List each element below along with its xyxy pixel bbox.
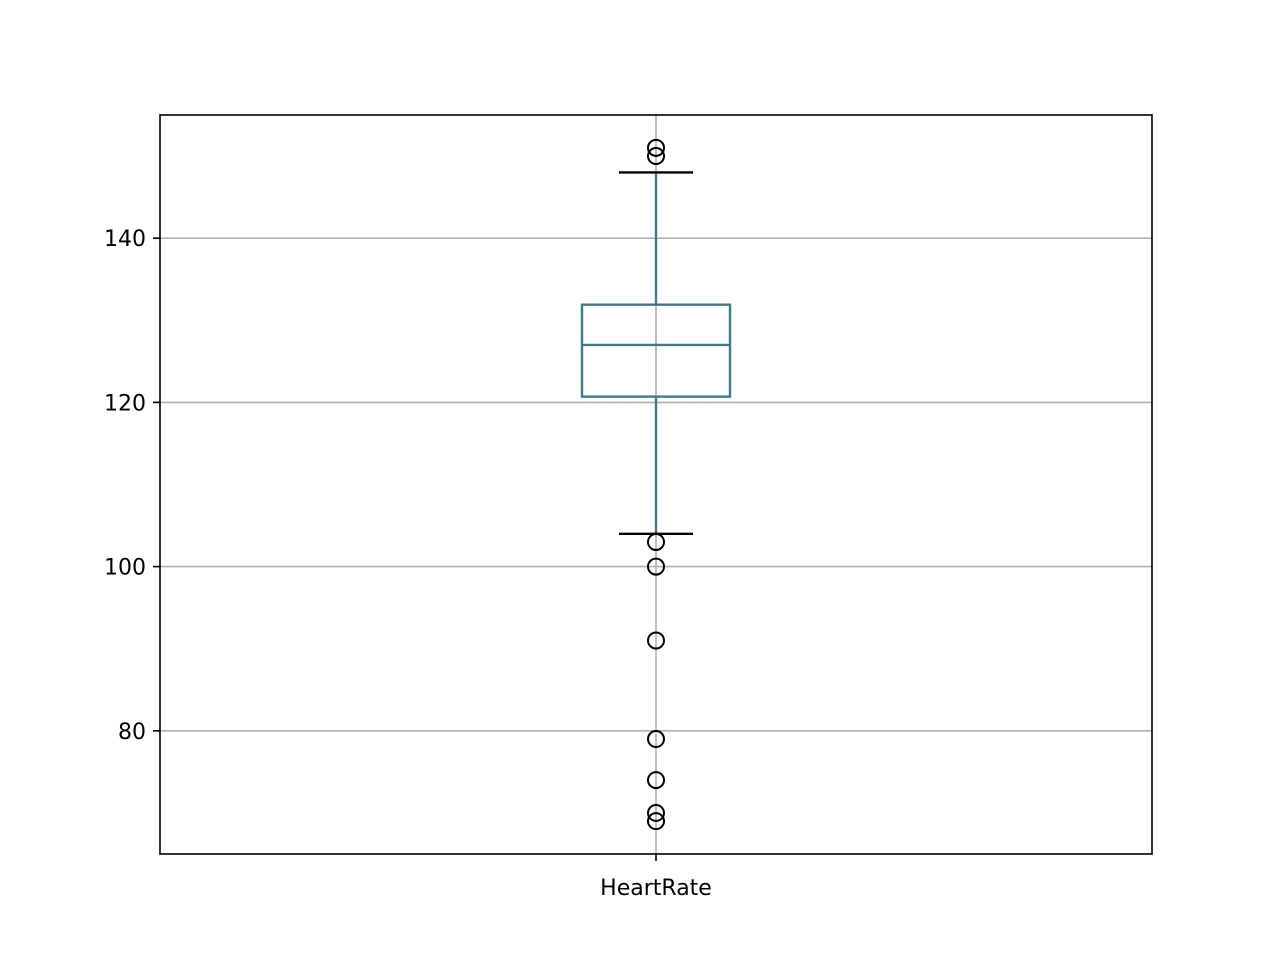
y-axis: 80 100 120 140 <box>104 227 160 745</box>
y-tick-label: 80 <box>118 720 146 745</box>
x-tick-label: HeartRate <box>600 876 712 901</box>
outlier-point <box>647 812 665 831</box>
outlier-point <box>647 631 665 650</box>
iqr-box <box>580 303 732 398</box>
outlier-point <box>647 803 665 822</box>
y-tick-label: 120 <box>104 391 146 416</box>
y-tick-label: 100 <box>104 556 146 581</box>
outlier-layer <box>647 138 665 831</box>
outlier-point <box>647 138 665 157</box>
outlier-point <box>647 557 665 576</box>
x-axis: HeartRate <box>600 854 712 901</box>
outlier-point <box>647 532 665 551</box>
y-tick-label: 140 <box>104 227 146 252</box>
outlier-point <box>647 147 665 166</box>
outlier-point <box>647 771 665 790</box>
outlier-point <box>647 730 665 749</box>
